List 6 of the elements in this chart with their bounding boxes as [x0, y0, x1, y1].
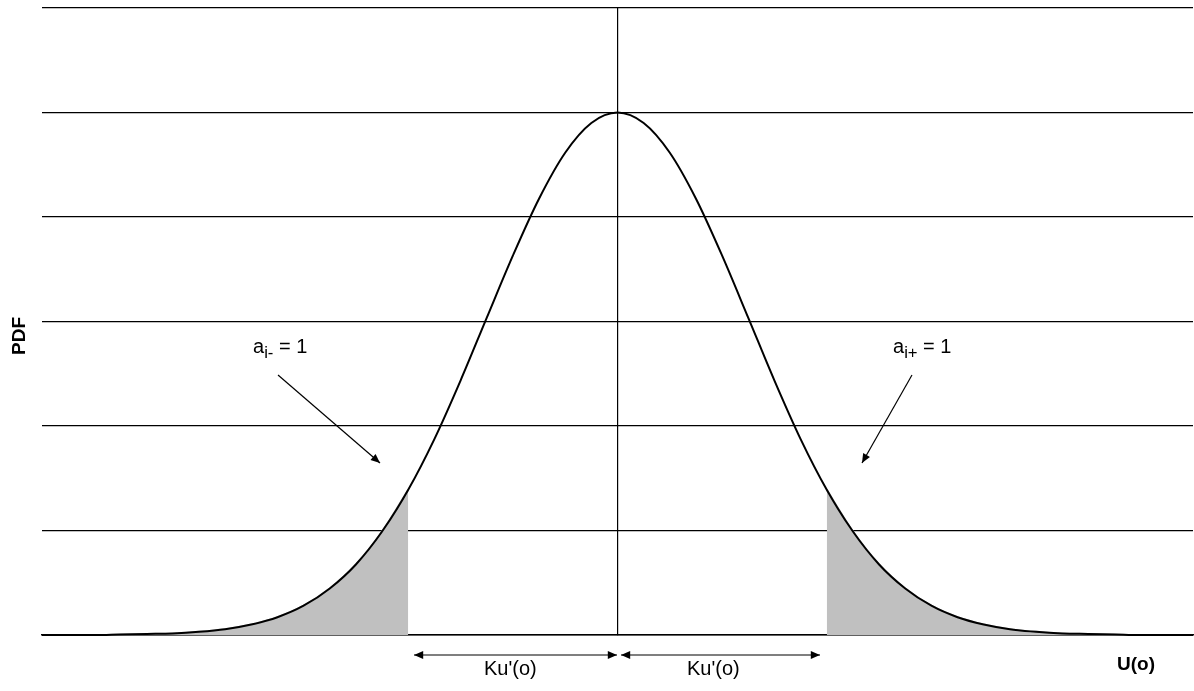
text: Ku'(o) — [484, 657, 537, 680]
text: Ku'(o) — [687, 657, 740, 680]
annotation: a$_{i+}$ = 1 — [893, 335, 952, 363]
y-axis-title: PDF — [8, 317, 30, 355]
annotation: a$_{i-}$ = 1 — [253, 335, 308, 363]
x-axis-title: U(o) — [1117, 653, 1155, 675]
